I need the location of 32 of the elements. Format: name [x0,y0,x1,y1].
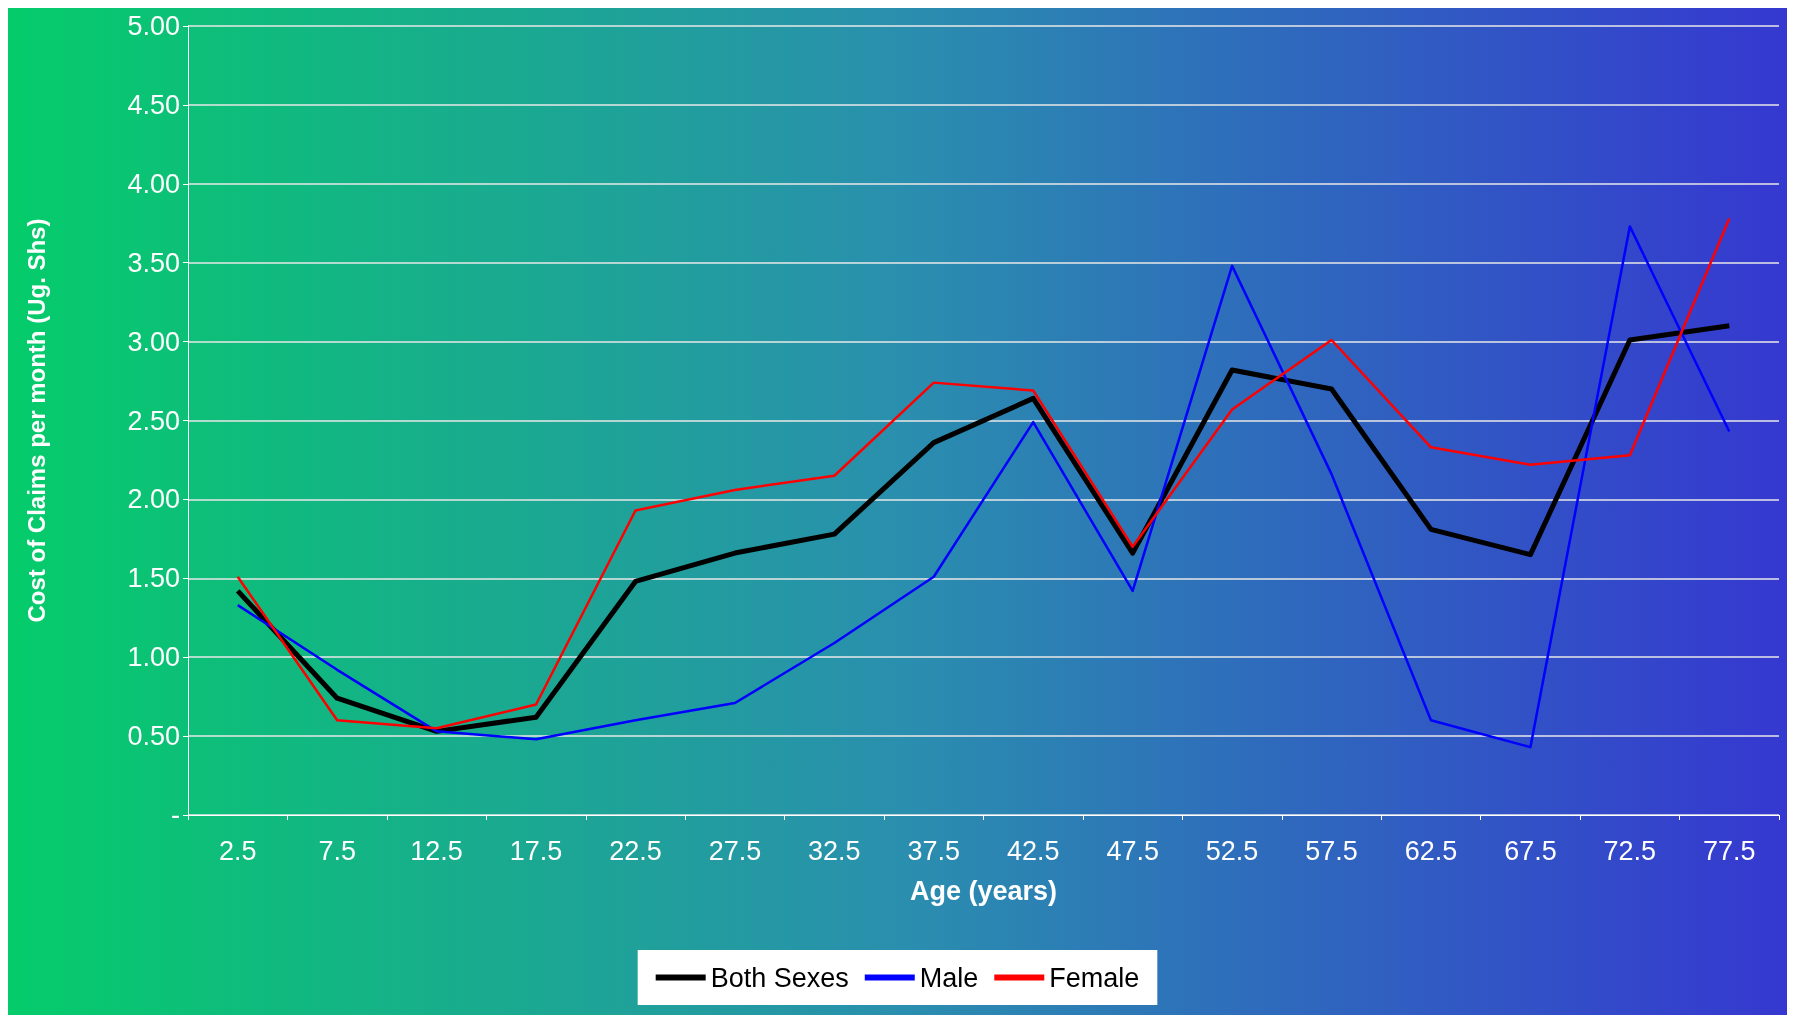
x-tick-label: 67.5 [1504,835,1557,866]
x-tick-label: 7.5 [318,835,356,866]
x-tick-label: 47.5 [1106,835,1159,866]
x-tick-label: 17.5 [509,835,563,866]
x-tick-label: 77.5 [1703,835,1756,866]
y-tick-label: 4.00 [127,168,180,199]
y-axis-title: Cost of Claims per month (Ug. Shs) [22,218,50,623]
x-tick-label: 2.5 [218,835,257,866]
y-tick-label: 2.00 [127,484,180,515]
x-tick-label: 42.5 [1006,835,1060,866]
legend-label: Male [919,962,979,993]
x-axis-title: Age (years) [909,875,1058,906]
y-tick-label: 3.50 [127,247,180,278]
x-tick-label: 27.5 [708,835,762,866]
x-tick-label: 32.5 [808,835,861,866]
x-tick-label: 62.5 [1404,835,1458,866]
y-tick-label: 2.50 [127,405,180,436]
x-tick-label: 52.5 [1205,835,1259,866]
y-tick-label: 5.00 [127,11,180,41]
x-tick-label: 72.5 [1603,835,1657,866]
y-tick-label: 3.00 [127,326,180,357]
y-tick-label: 1.50 [127,563,180,594]
x-tick-label: 12.5 [410,835,463,866]
x-tick-label: 57.5 [1305,835,1358,866]
x-tick-label: 22.5 [609,835,662,866]
x-tick-label: 37.5 [907,835,961,866]
legend-label: Both Sexes [710,962,849,993]
y-tick-label: 0.50 [127,721,180,752]
y-tick-label: 1.00 [127,642,180,673]
y-tick-label: 4.50 [127,89,180,120]
y-tick-label: - [171,800,180,830]
legend-label: Female [1049,962,1140,993]
